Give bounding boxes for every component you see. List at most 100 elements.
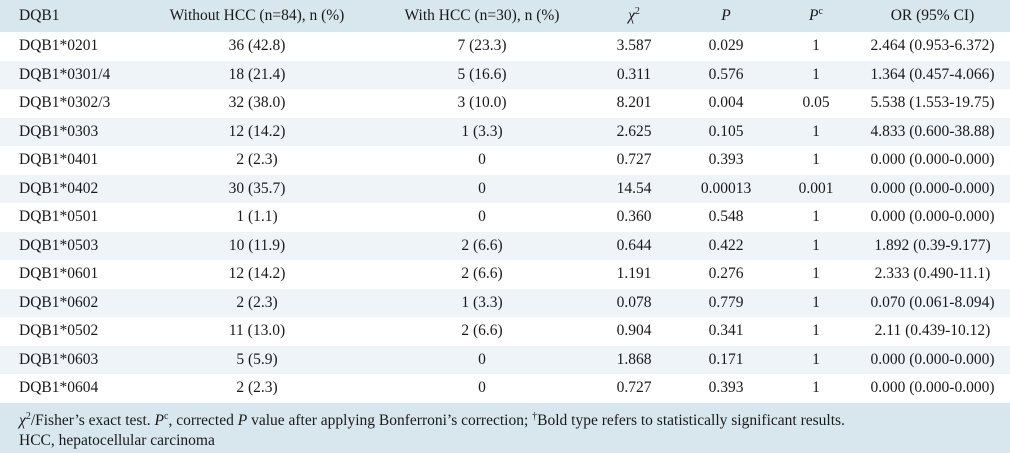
- table-cell: 1.868: [616, 350, 652, 368]
- table-cell: 12 (14.2): [228, 122, 286, 140]
- table-cell: 2 (2.3): [236, 379, 278, 397]
- table-cell: 36 (42.8): [228, 37, 286, 55]
- table-cell: 8.201: [616, 94, 652, 112]
- footnote-part-3: value after applying Bonferroni’s correc…: [247, 412, 533, 430]
- table-cell: DQB1*0502: [19, 322, 99, 340]
- table-row: DQB1*0303 12 (14.2) 1 (3.3) 2.625 0.105 1 4.83…: [0, 117, 1010, 146]
- table-cell: DQB1*0302/3: [19, 94, 111, 112]
- table-cell: DQB1*0402: [19, 179, 99, 197]
- column-header-text: χ: [628, 7, 635, 25]
- table-cell: 3 (10.0): [457, 94, 507, 112]
- table-row: DQB1*0503 10 (11.9) 2 (6.6) 0.644 0.422 1 1.89…: [0, 231, 1010, 260]
- table-cell: 32 (38.0): [228, 94, 286, 112]
- table-cell: 0.078: [616, 293, 652, 311]
- footnote-part-1: /Fisher’s exact test.: [30, 412, 155, 430]
- column-header-5: Pc: [777, 0, 855, 32]
- table-cell: 1 (3.3): [461, 122, 503, 140]
- table-cell: 2 (6.6): [461, 265, 503, 283]
- footnote-pc-symbol: P: [154, 412, 164, 430]
- table-cell: 1 (1.1): [236, 208, 278, 226]
- table-cell: 10 (11.9): [228, 236, 286, 254]
- table-cell: 0: [478, 379, 486, 397]
- footnote-line-1: χ2/Fisher’s exact test. Pc, corrected P …: [19, 407, 991, 431]
- column-header-sup: c: [818, 6, 823, 18]
- table-cell: 0.311: [616, 65, 652, 83]
- table-cell: 0.779: [708, 293, 744, 311]
- table-cell: 7 (23.3): [457, 37, 507, 55]
- table-cell: 1.191: [616, 265, 652, 283]
- table-cell: 0.727: [616, 379, 652, 397]
- table-cell: 0.000 (0.000-0.000): [870, 151, 995, 169]
- table-cell: 2 (2.3): [236, 293, 278, 311]
- table-cell: 0.05: [802, 94, 830, 112]
- table-cell: 0: [478, 179, 486, 197]
- table-cell: DQB1*0303: [19, 122, 99, 140]
- table-cell: 11 (13.0): [228, 322, 286, 340]
- table-cell: 2.333 (0.490-11.1): [874, 265, 991, 283]
- table-cell: 1: [812, 236, 820, 254]
- table-cell: 1: [812, 379, 820, 397]
- table-cell: 2 (2.3): [236, 151, 278, 169]
- table-footnote: χ2/Fisher’s exact test. Pc, corrected P …: [0, 403, 1010, 453]
- table-cell: 1: [812, 265, 820, 283]
- table-cell: 0.105: [708, 122, 744, 140]
- table-cell: 5.538 (1.553-19.75): [870, 94, 995, 112]
- column-header-2: With HCC (n=30), n (%): [371, 0, 593, 32]
- table-cell: 0.360: [616, 208, 652, 226]
- table-row: DQB1*0302/3 32 (38.0) 3 (10.0) 8.201 0.004 0.…: [0, 89, 1010, 118]
- table-cell: 0.393: [708, 151, 744, 169]
- column-header-text: OR (95% CI): [890, 7, 975, 24]
- table-cell: 1 (3.3): [461, 293, 503, 311]
- table-cell: 1: [812, 65, 820, 83]
- table-cell: 2.464 (0.953-6.372): [870, 37, 995, 55]
- column-header-3: χ2: [593, 0, 675, 32]
- table-row: DQB1*0602 2 (2.3) 1 (3.3) 0.078 0.779 1 0.070 …: [0, 288, 1010, 317]
- table-cell: 0.341: [708, 322, 744, 340]
- table-cell: DQB1*0604: [19, 379, 99, 397]
- table-cell: 0.576: [708, 65, 744, 83]
- table-cell: DQB1*0602: [19, 293, 99, 311]
- table-cell: 4.833 (0.600-38.88): [870, 122, 995, 140]
- table-cell: 0.00013: [700, 179, 752, 197]
- table-cell: 12 (14.2): [228, 265, 286, 283]
- column-header-text: With HCC (n=30), n (%): [404, 7, 560, 24]
- table-row: DQB1*0201 36 (42.8) 7 (23.3) 3.587 0.029 1 2.4…: [0, 32, 1010, 61]
- table-cell: 1: [812, 122, 820, 140]
- table-cell: 0.276: [708, 265, 744, 283]
- table-cell: DQB1*0501: [19, 208, 99, 226]
- table-row: DQB1*0401 2 (2.3) 0 0.727 0.393 1 0.000 (0.000…: [0, 146, 1010, 175]
- table-cell: 0.548: [708, 208, 744, 226]
- table-cell: 1.364 (0.457-4.066): [870, 65, 995, 83]
- table-body: DQB1*0201 36 (42.8) 7 (23.3) 3.587 0.029 1 2.4…: [0, 32, 1010, 403]
- table-row: DQB1*0603 5 (5.9) 0 1.868 0.171 1 0.000 (0.000…: [0, 345, 1010, 374]
- table-cell: 0.000 (0.000-0.000): [870, 208, 995, 226]
- table-cell: 0.004: [708, 94, 744, 112]
- table-cell: 0.727: [616, 151, 652, 169]
- table-cell: DQB1*0301/4: [19, 65, 111, 83]
- table-cell: 0.000 (0.000-0.000): [870, 179, 995, 197]
- table-cell: DQB1*0601: [19, 265, 99, 283]
- table-cell: 0.904: [616, 322, 652, 340]
- table-cell: 2 (6.6): [461, 236, 503, 254]
- table-cell: DQB1*0201: [19, 37, 99, 55]
- table-cell: 0.001: [798, 179, 834, 197]
- footnote-p-symbol: P: [237, 412, 248, 430]
- table-cell: 2.625: [616, 122, 652, 140]
- footnote-part-4: Bold type refers to statistically signif…: [537, 412, 845, 430]
- table-cell: DQB1*0401: [19, 151, 99, 169]
- table-cell: 1: [812, 293, 820, 311]
- table-cell: 2.11 (0.439-10.12): [874, 322, 991, 340]
- column-header-text: DQB1: [19, 7, 60, 24]
- table-row: DQB1*0301/4 18 (21.4) 5 (16.6) 0.311 0.576 1 1…: [0, 60, 1010, 89]
- table-cell: 0: [478, 208, 486, 226]
- column-header-4: P: [675, 0, 777, 32]
- table-cell: 1: [812, 350, 820, 368]
- footnote-line-2: HCC, hepatocellular carcinoma: [19, 432, 215, 450]
- column-header-text: Without HCC (n=84), n (%): [169, 7, 345, 24]
- column-header-text: P: [809, 7, 819, 25]
- footnote-pc-sup: c: [164, 411, 169, 422]
- table-row: DQB1*0502 11 (13.0) 2 (6.6) 0.904 0.341 1 2.11…: [0, 317, 1010, 346]
- footnote-chi-symbol: χ: [19, 412, 26, 430]
- footnote-chi-sup: 2: [25, 411, 31, 422]
- table-cell: DQB1*0503: [19, 236, 99, 254]
